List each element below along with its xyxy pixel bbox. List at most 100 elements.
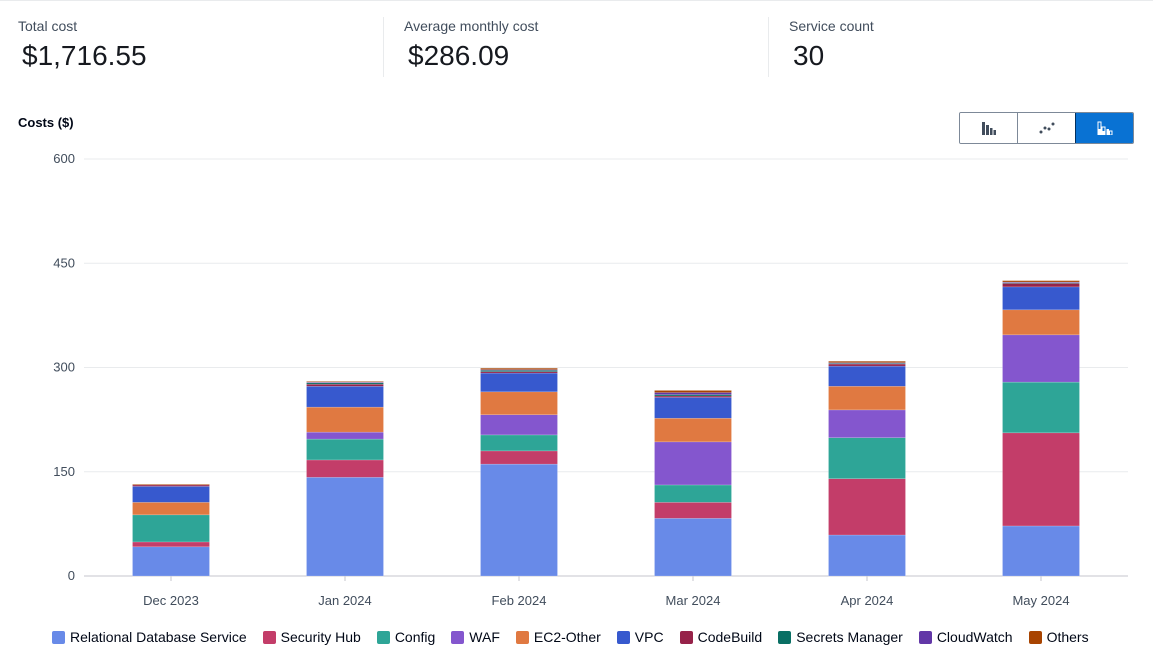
bar-segment[interactable]: [306, 459, 384, 478]
legend-label: Config: [394, 629, 436, 645]
legend-item[interactable]: CloudWatch: [918, 629, 1013, 645]
legend-swatch: [515, 630, 529, 644]
legend-item[interactable]: CodeBuild: [679, 629, 762, 645]
legend-swatch: [451, 630, 465, 644]
bar-segment[interactable]: [480, 450, 558, 465]
x-tick-label: Feb 2024: [492, 593, 547, 608]
bar-segment[interactable]: [654, 502, 732, 519]
legend-swatch: [376, 630, 390, 644]
total-cost-label: Total cost: [18, 18, 78, 34]
legend-label: WAF: [469, 629, 500, 645]
bar-segment[interactable]: [828, 386, 906, 411]
legend-item[interactable]: EC2-Other: [515, 629, 601, 645]
bar-segment[interactable]: [828, 360, 906, 363]
legend-item[interactable]: Secrets Manager: [778, 629, 903, 645]
bar-segment[interactable]: [132, 486, 210, 503]
bar-segment[interactable]: [828, 478, 906, 536]
y-tick-label: 0: [68, 568, 75, 583]
bar-segment[interactable]: [828, 437, 906, 479]
bar-segment[interactable]: [654, 417, 732, 443]
legend-item[interactable]: WAF: [451, 629, 500, 645]
chart-legend: Relational Database Service Security Hub C…: [52, 629, 1105, 645]
bar-segment[interactable]: [132, 546, 210, 577]
bar-segment[interactable]: [480, 367, 558, 370]
x-tick-label: May 2024: [1012, 593, 1069, 608]
bar-segment[interactable]: [1002, 525, 1080, 577]
bar-segment[interactable]: [828, 363, 906, 367]
avg-monthly-cost-label: Average monthly cost: [404, 18, 539, 34]
legend-label: Others: [1046, 629, 1089, 645]
bar-segment[interactable]: [654, 397, 732, 419]
bar-segment[interactable]: [132, 541, 210, 548]
line-chart-toggle-button[interactable]: [1017, 113, 1075, 143]
y-tick-label: 600: [53, 151, 75, 166]
legend-swatch: [616, 630, 630, 644]
bar-segment[interactable]: [1002, 283, 1080, 288]
bar-segment[interactable]: [654, 518, 732, 577]
legend-swatch: [1028, 630, 1042, 644]
legend-item[interactable]: Relational Database Service: [52, 629, 247, 645]
bar-segment[interactable]: [480, 463, 558, 577]
bar-segment[interactable]: [654, 441, 732, 486]
bar-segment[interactable]: [1002, 280, 1080, 283]
line-chart-icon: [1039, 122, 1054, 134]
kpi-divider: [768, 17, 769, 77]
avg-monthly-cost-value: $286.09: [408, 40, 510, 71]
x-tick-label: Jan 2024: [318, 593, 372, 608]
kpi-divider: [383, 17, 384, 77]
service-count-kpi: Service count 30: [789, 18, 874, 72]
stacked-bar-chart-toggle-button[interactable]: [1075, 113, 1133, 143]
bar-segment[interactable]: [306, 438, 384, 461]
legend-item[interactable]: Others: [1028, 629, 1089, 645]
bar-chart-toggle-button[interactable]: [960, 113, 1017, 143]
stacked-bar-chart-icon: [1097, 121, 1112, 135]
legend-item[interactable]: Config: [376, 629, 436, 645]
bar-segment[interactable]: [480, 434, 558, 452]
bar-segment[interactable]: [306, 406, 384, 433]
service-count-label: Service count: [789, 18, 874, 34]
bar-segment[interactable]: [654, 390, 732, 393]
bar-segment[interactable]: [306, 383, 384, 387]
y-tick-label: 150: [53, 464, 75, 479]
legend-label: Security Hub: [280, 629, 361, 645]
bar-segment[interactable]: [480, 372, 558, 393]
bar-segment[interactable]: [132, 484, 210, 486]
bar-segment[interactable]: [1002, 286, 1080, 311]
legend-label: Relational Database Service: [70, 629, 247, 645]
bar-segment[interactable]: [1002, 432, 1080, 527]
bar-segment[interactable]: [306, 381, 384, 383]
bar-segment[interactable]: [1002, 309, 1080, 336]
total-cost-value: $1,716.55: [22, 40, 147, 71]
legend-swatch: [918, 630, 932, 644]
bar-segment[interactable]: [1002, 381, 1080, 434]
bar-segment[interactable]: [480, 414, 558, 436]
y-tick-label: 300: [53, 360, 75, 375]
legend-swatch: [52, 630, 65, 644]
total-cost-kpi: Total cost $1,716.55: [18, 18, 147, 72]
bar-segment[interactable]: [828, 534, 906, 577]
bar-segment[interactable]: [306, 477, 384, 577]
x-tick-label: Apr 2024: [841, 593, 894, 608]
bar-segment[interactable]: [1002, 334, 1080, 383]
legend-swatch: [262, 630, 276, 644]
bar-segment[interactable]: [828, 409, 906, 438]
bar-segment[interactable]: [132, 514, 210, 543]
legend-label: VPC: [634, 629, 664, 645]
bar-segment[interactable]: [480, 391, 558, 416]
bar-segment[interactable]: [654, 484, 732, 503]
y-axis-title: Costs ($): [18, 115, 74, 130]
legend-swatch: [679, 630, 693, 644]
bar-segment[interactable]: [306, 431, 384, 440]
legend-item[interactable]: Security Hub: [262, 629, 361, 645]
legend-label: CloudWatch: [936, 629, 1013, 645]
legend-label: Secrets Manager: [796, 629, 903, 645]
bar-segment[interactable]: [132, 502, 210, 516]
bar-segment[interactable]: [306, 386, 384, 408]
x-tick-label: Dec 2023: [143, 593, 199, 608]
legend-item[interactable]: VPC: [616, 629, 664, 645]
chart-type-toggle: [959, 112, 1134, 144]
service-count-value: 30: [793, 40, 825, 71]
bar-segment[interactable]: [828, 365, 906, 387]
legend-label: EC2-Other: [533, 629, 601, 645]
bar-segment[interactable]: [654, 392, 732, 395]
